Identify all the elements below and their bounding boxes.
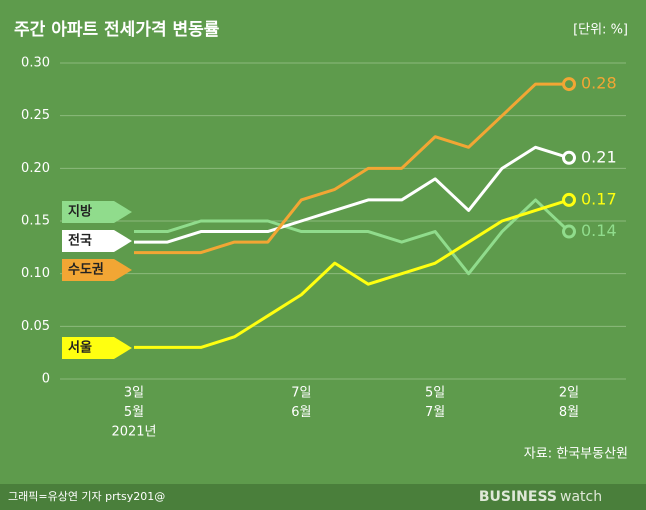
series-line [134, 82, 569, 255]
end-marker [562, 77, 576, 92]
x-tick-label: 6월 [291, 405, 311, 420]
y-tick-label: 0.25 [21, 108, 50, 123]
legend-tag [62, 230, 132, 252]
source: 자료: 한국부동산원 [524, 447, 628, 462]
legend-tag [62, 337, 132, 359]
y-tick-label: 0.15 [21, 214, 50, 229]
legend-tag [62, 201, 132, 223]
credit: 그래픽=유상연 기자 prtsy201@ [8, 490, 165, 503]
legend-label: 지방 [68, 204, 92, 220]
series-line [134, 198, 571, 276]
x-tick-label: 2021년 [111, 425, 156, 440]
data-label: 0.17 [581, 189, 617, 208]
x-tick-label: 5월 [124, 405, 144, 420]
legend-tag [62, 259, 132, 281]
end-marker [562, 192, 576, 207]
legend-label: 서울 [68, 340, 92, 356]
footer-bar [0, 484, 646, 510]
series-line [134, 198, 570, 349]
x-tick-label: 2일 [559, 386, 579, 401]
y-tick-label: 0.10 [21, 266, 50, 281]
x-tick-label: 3일 [124, 386, 144, 401]
series-line [134, 145, 570, 244]
y-tick-label: 0.20 [21, 161, 50, 176]
end-marker [562, 224, 576, 239]
data-label: 0.14 [581, 221, 617, 240]
legend-label: 전국 [68, 233, 92, 249]
y-tick-label: 0 [42, 372, 50, 387]
unit: [단위: %] [573, 23, 628, 38]
data-label: 0.21 [581, 147, 617, 166]
chart-title: 주간 아파트 전세가격 변동률 [14, 20, 220, 40]
x-tick-label: 7일 [291, 386, 311, 401]
logo-light: watch [560, 489, 602, 505]
y-tick-label: 0.30 [21, 56, 50, 71]
logo-bold: BUSINESS [479, 489, 557, 505]
x-tick-label: 8월 [559, 405, 579, 420]
end-marker [562, 150, 576, 165]
x-tick-label: 5일 [425, 386, 445, 401]
data-label: 0.28 [581, 74, 617, 93]
legend-label: 수도권 [68, 263, 104, 278]
y-tick-label: 0.05 [21, 319, 50, 334]
x-tick-label: 7월 [425, 405, 445, 420]
